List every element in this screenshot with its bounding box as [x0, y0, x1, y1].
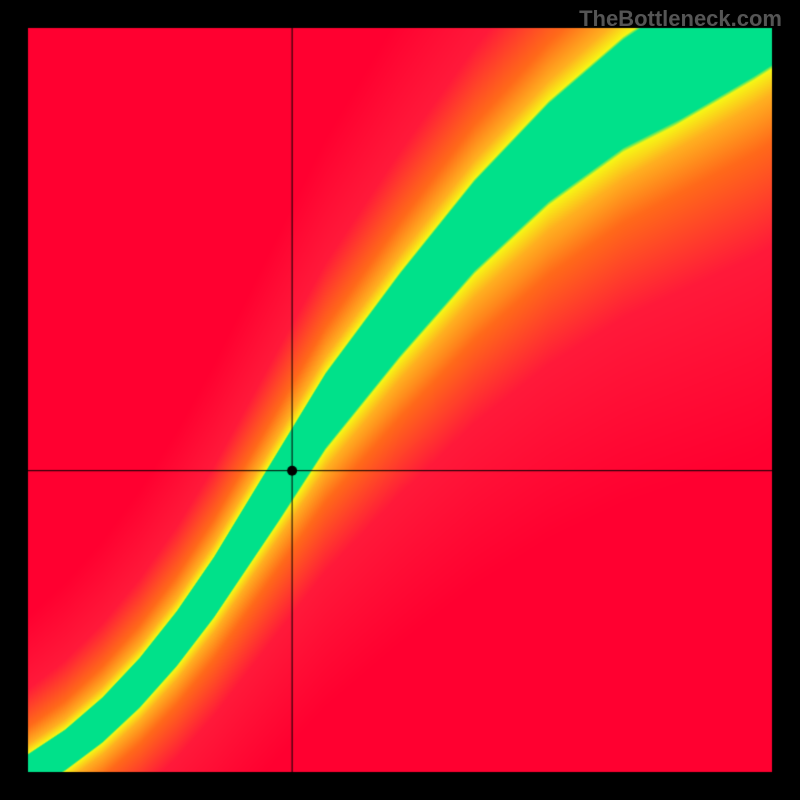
chart-container: { "watermark": { "text": "TheBottleneck.…	[0, 0, 800, 800]
watermark-text: TheBottleneck.com	[579, 6, 782, 32]
bottleneck-heatmap	[0, 0, 800, 800]
